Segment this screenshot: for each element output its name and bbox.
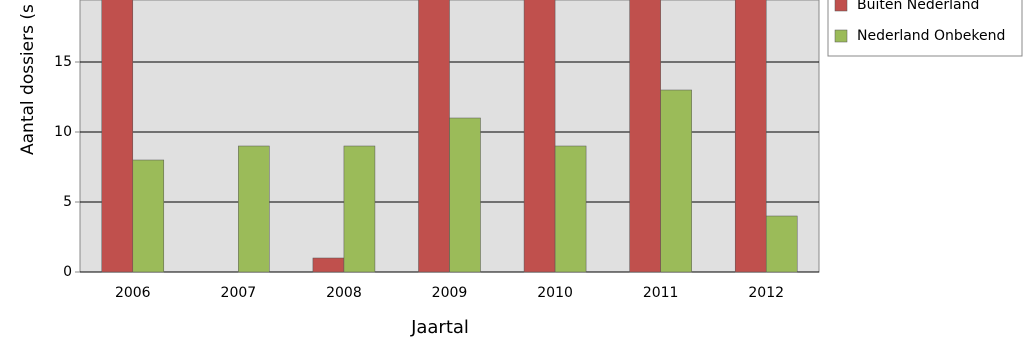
x-tick-label: 2012	[748, 285, 784, 301]
legend	[827, 0, 1023, 57]
bar	[734, 0, 767, 273]
legend-label: Nederland Onbekend	[857, 28, 1005, 44]
bar	[660, 89, 692, 273]
legend-swatch	[834, 0, 848, 12]
y-tick-label: 15	[54, 54, 72, 70]
bar	[629, 0, 661, 273]
y-tick-label: 0	[63, 264, 72, 280]
y-tick-label: 10	[54, 124, 72, 140]
legend-label: Buiten Nederland	[857, 0, 979, 13]
y-tick-label: 5	[63, 194, 72, 210]
x-tick-label: 2008	[326, 285, 362, 301]
bar	[449, 117, 481, 273]
x-tick-label: 2006	[115, 285, 151, 301]
x-axis-title: Jaartal	[410, 317, 469, 338]
bar	[101, 0, 134, 273]
bar	[554, 145, 587, 273]
bar	[765, 215, 798, 273]
bar	[418, 0, 450, 273]
bar	[238, 145, 270, 273]
bar	[343, 145, 376, 273]
x-tick-label: 2011	[643, 285, 679, 301]
x-tick-label: 2007	[221, 285, 257, 301]
x-tick-label: 2009	[432, 285, 468, 301]
bar	[132, 159, 165, 273]
bar	[523, 0, 556, 273]
x-tick-label: 2010	[537, 285, 573, 301]
bar	[312, 257, 345, 273]
legend-swatch	[834, 29, 848, 43]
y-axis-title: Aantal dossiers (s	[18, 4, 38, 155]
